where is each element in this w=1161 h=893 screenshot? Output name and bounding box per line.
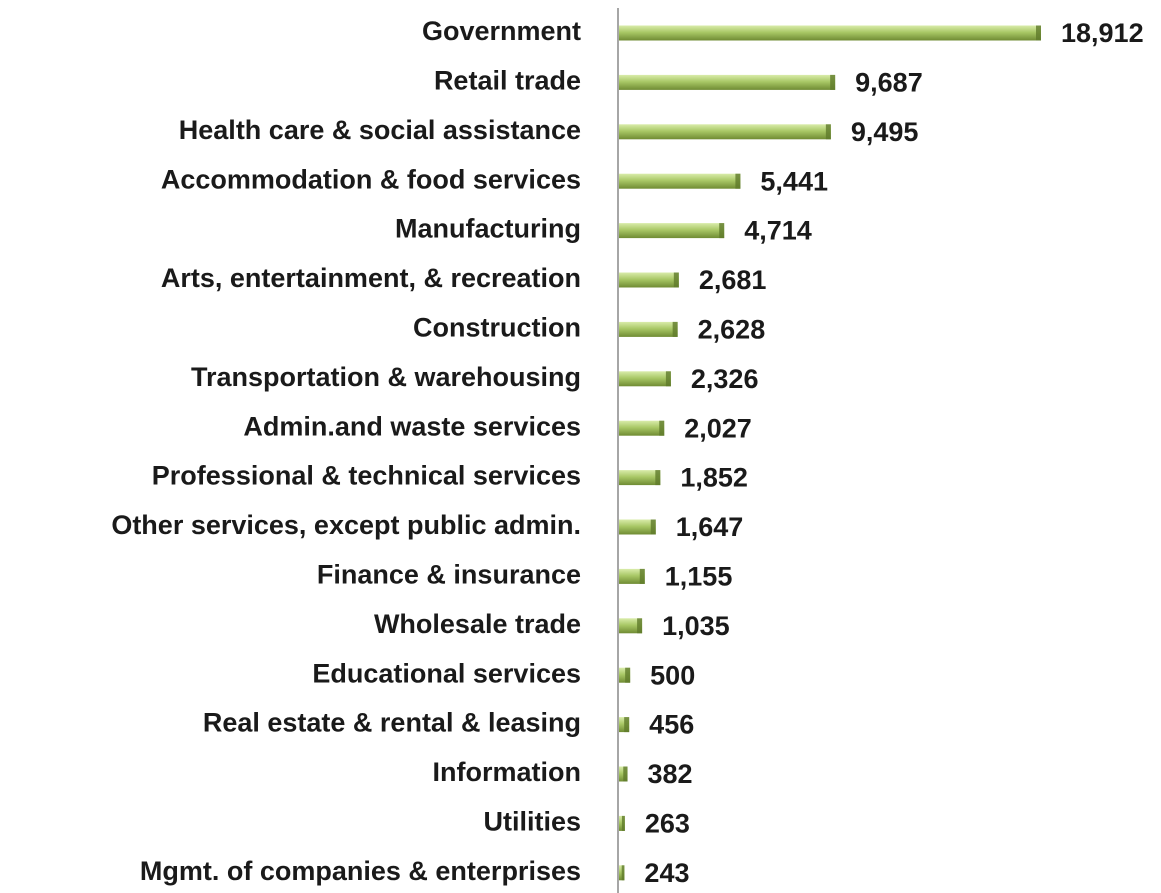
category-label: Information <box>433 757 582 787</box>
value-label: 2,628 <box>698 315 766 345</box>
category-label: Government <box>422 16 581 46</box>
category-label: Accommodation & food services <box>161 164 581 194</box>
bar-cap <box>637 618 643 634</box>
bar <box>619 568 645 584</box>
bar-cap <box>735 173 741 189</box>
bar <box>619 25 1041 41</box>
value-label: 243 <box>644 858 689 888</box>
category-label: Construction <box>413 313 581 343</box>
category-label: Admin.and waste services <box>243 411 581 441</box>
category-label: Transportation & warehousing <box>191 362 581 392</box>
value-label: 382 <box>648 759 693 789</box>
value-label: 2,027 <box>684 413 752 443</box>
category-label: Utilities <box>483 807 581 837</box>
category-label: Manufacturing <box>395 214 581 244</box>
value-label: 18,912 <box>1061 18 1144 48</box>
value-label: 263 <box>645 809 690 839</box>
bar-cap <box>623 766 628 782</box>
category-label: Other services, except public admin. <box>111 510 581 540</box>
value-label: 5,441 <box>760 166 828 196</box>
bar <box>619 420 665 436</box>
bar-cap <box>639 568 645 584</box>
value-label: 2,681 <box>699 265 767 295</box>
category-label: Retail trade <box>434 66 581 96</box>
bar <box>619 321 678 337</box>
category-label: Professional & technical services <box>152 461 581 491</box>
bar-cap <box>1036 25 1041 41</box>
category-label: Wholesale trade <box>374 609 581 639</box>
bar <box>619 124 831 140</box>
category-label: Educational services <box>312 658 581 688</box>
bar <box>619 470 661 486</box>
value-label: 456 <box>649 710 694 740</box>
bar-cap <box>830 74 836 90</box>
bar-cap <box>665 371 671 387</box>
bar-cap <box>672 321 678 337</box>
bar <box>619 717 630 733</box>
bar-cap <box>659 420 665 436</box>
bar <box>619 223 725 239</box>
category-label: Finance & insurance <box>317 560 581 590</box>
value-label: 4,714 <box>744 216 812 246</box>
bar <box>619 74 836 90</box>
bar-cap <box>625 667 631 683</box>
category-label: Mgmt. of companies & enterprises <box>140 856 581 886</box>
bar-cap <box>621 865 625 881</box>
bar-cap <box>650 519 656 535</box>
value-label: 9,687 <box>855 68 923 98</box>
bar-cap <box>825 124 831 140</box>
value-label: 1,647 <box>676 512 744 542</box>
value-label: 500 <box>650 660 695 690</box>
bar <box>619 519 656 535</box>
bar <box>619 272 679 288</box>
category-label: Arts, entertainment, & recreation <box>161 263 581 293</box>
category-label: Real estate & rental & leasing <box>203 708 581 738</box>
value-label: 1,035 <box>662 611 730 641</box>
bar <box>619 371 671 387</box>
bar-cap <box>624 717 630 733</box>
bar-cap <box>719 223 725 239</box>
category-label: Health care & social assistance <box>179 115 581 145</box>
bar <box>619 173 741 189</box>
bar-cap <box>621 815 625 831</box>
value-label: 2,326 <box>691 364 759 394</box>
bar <box>619 618 643 634</box>
bar <box>619 667 631 683</box>
value-label: 1,155 <box>665 562 733 592</box>
value-label: 1,852 <box>680 463 748 493</box>
value-label: 9,495 <box>851 117 919 147</box>
bar-cap <box>673 272 679 288</box>
bar-cap <box>655 470 661 486</box>
